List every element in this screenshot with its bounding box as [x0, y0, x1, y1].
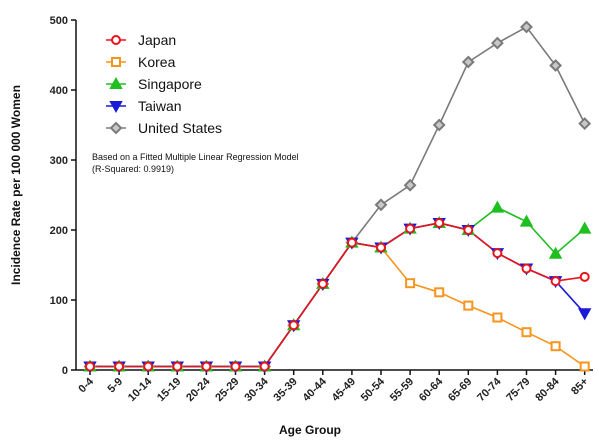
axes: 0 100 200 300 400 500 0-4 5-9 10-14 15-19 20-24 25-… — [50, 15, 593, 404]
legend-marker — [109, 101, 123, 114]
data-point-japan — [376, 242, 386, 253]
data-point-korea — [521, 327, 532, 338]
y-tick-label: 200 — [50, 225, 68, 237]
data-point-korea — [434, 287, 445, 298]
data-point-united-states — [374, 198, 388, 212]
legend-marker — [111, 57, 121, 67]
data-point-united-states — [403, 178, 417, 192]
series-line-taiwan — [90, 222, 586, 368]
markers-group — [83, 20, 592, 374]
legend-item-singapore: Singapore — [106, 76, 202, 92]
data-point-japan — [85, 361, 95, 372]
x-tick-label: 30-34 — [242, 375, 271, 404]
data-point-singapore — [548, 246, 563, 259]
data-point-united-states — [549, 59, 563, 72]
x-tick-label: 0-4 — [76, 375, 96, 395]
data-point-korea — [492, 312, 503, 323]
x-tick-label: 85+ — [569, 376, 591, 398]
x-tick-label: 55-59 — [388, 376, 416, 404]
y-tick-label: 400 — [50, 85, 68, 97]
data-point-united-states — [432, 118, 446, 132]
data-point-japan — [346, 237, 357, 248]
x-tick-label: 70-74 — [475, 375, 504, 404]
data-point-japan — [201, 361, 212, 372]
x-tick-label: 5-9 — [105, 376, 125, 396]
legend-item-korea: Korea — [106, 54, 176, 70]
y-tick-label: 500 — [50, 15, 68, 27]
data-point-japan — [463, 225, 474, 235]
data-point-japan — [579, 271, 590, 282]
data-point-singapore — [519, 214, 534, 227]
data-point-japan — [172, 361, 183, 372]
data-point-united-states — [461, 55, 475, 69]
series-line-korea — [90, 241, 586, 368]
data-point-japan — [405, 223, 416, 234]
series-line-japan — [90, 222, 585, 368]
data-point-japan — [492, 248, 503, 259]
y-tick-label: 0 — [62, 365, 68, 377]
x-tick-label: 10-14 — [126, 375, 155, 404]
data-point-korea — [579, 361, 590, 372]
annotation-line-2: (R-Squared: 0.9919) — [92, 164, 174, 174]
x-tick-label: 20-24 — [184, 375, 213, 404]
data-point-singapore — [490, 200, 505, 213]
x-tick-label: 35-39 — [271, 376, 299, 404]
x-tick-label: 40-44 — [301, 375, 330, 404]
data-point-united-states — [578, 117, 592, 131]
legend-label: Taiwan — [138, 98, 182, 114]
annotation-line-1: Based on a Fitted Multiple Linear Regres… — [92, 152, 299, 162]
data-point-korea — [405, 278, 416, 289]
data-point-united-states — [520, 20, 533, 34]
legend-label: Japan — [138, 32, 176, 48]
y-tick-label: 300 — [50, 155, 68, 167]
data-point-japan — [114, 361, 125, 372]
x-tick-label: 25-29 — [213, 376, 241, 404]
x-tick-label: 65-69 — [446, 376, 474, 404]
legend-item-united-states: United States — [106, 120, 222, 136]
y-tick-label: 100 — [50, 295, 68, 307]
x-tick-label: 60-64 — [417, 375, 446, 404]
x-tick-label: 80-84 — [533, 375, 562, 404]
legend-label: United States — [138, 120, 222, 136]
legend-item-japan: Japan — [106, 32, 176, 48]
data-point-singapore — [578, 221, 592, 234]
series-line-singapore — [90, 206, 586, 368]
data-point-japan — [230, 361, 241, 372]
data-point-japan — [434, 218, 445, 228]
legend-label: Korea — [138, 54, 176, 70]
x-tick-label: 45-49 — [330, 376, 358, 404]
legend-marker — [109, 121, 123, 135]
x-axis-title: Age Group — [279, 423, 341, 437]
data-point-japan — [521, 263, 532, 274]
data-point-japan — [550, 276, 561, 287]
data-point-korea — [550, 341, 561, 352]
x-tick-label: 50-54 — [359, 375, 388, 404]
x-tick-label: 15-19 — [155, 376, 183, 404]
legend-marker — [111, 35, 121, 45]
data-point-japan — [143, 361, 154, 372]
data-point-united-states — [490, 36, 504, 50]
data-point-japan — [259, 361, 270, 372]
legend-label: Singapore — [138, 76, 202, 92]
data-point-taiwan — [578, 308, 592, 321]
data-point-japan — [288, 320, 299, 331]
y-axis-title: Incidence Rate per 100 000 Women — [9, 85, 23, 285]
data-point-japan — [317, 278, 328, 289]
legend-marker — [109, 76, 123, 89]
legend-item-taiwan: Taiwan — [106, 98, 182, 114]
x-tick-label: 75-79 — [504, 376, 532, 404]
legend: Japan Korea Singapore Taiwan United States — [106, 32, 222, 136]
data-point-korea — [463, 300, 474, 311]
